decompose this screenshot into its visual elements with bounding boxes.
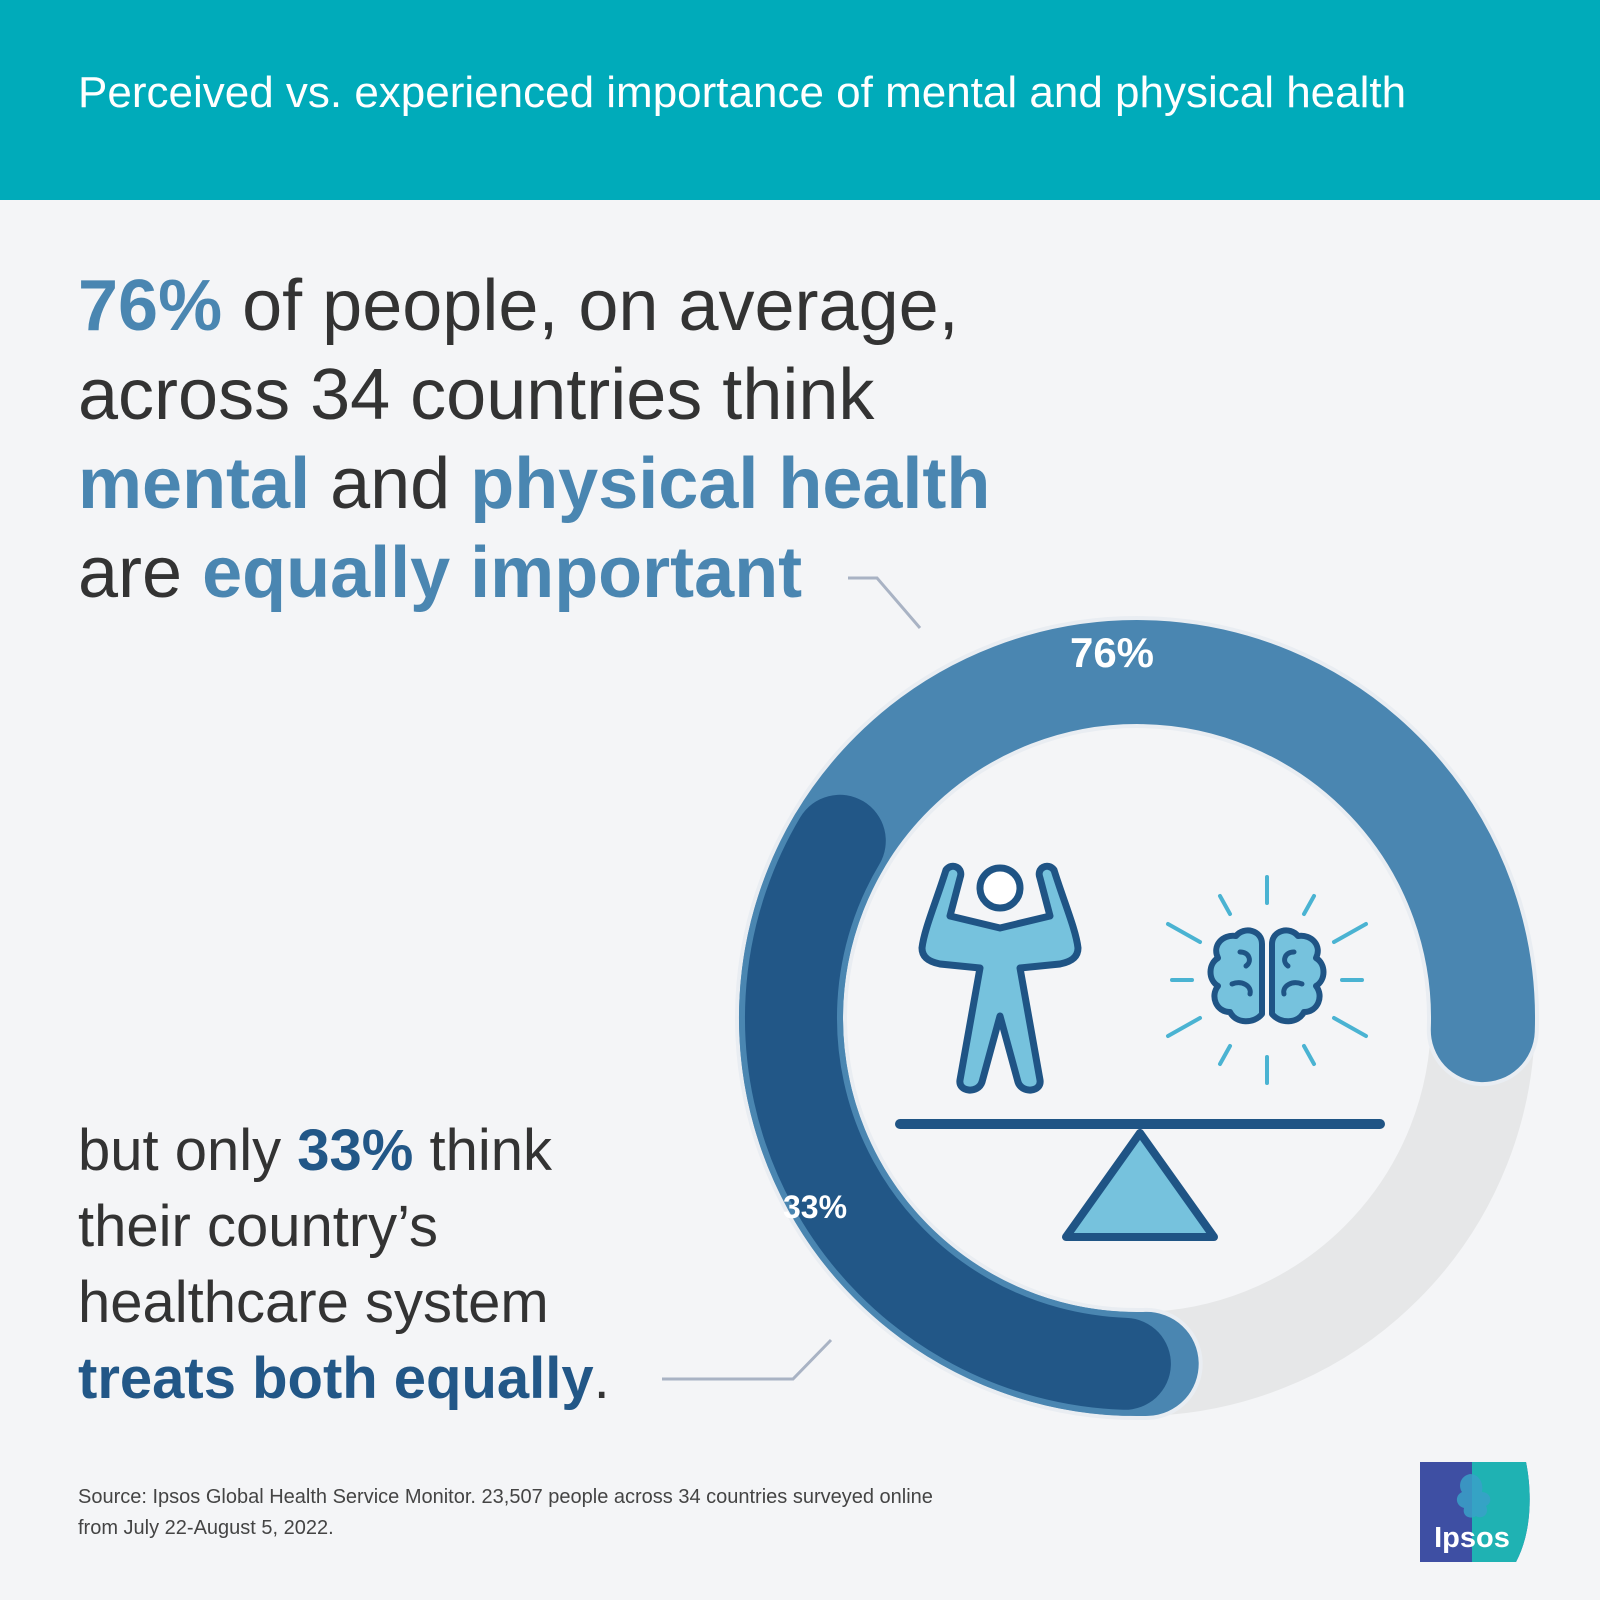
connector-line-33 bbox=[662, 1338, 833, 1381]
headline-line-1: 76% of people, on average, bbox=[78, 262, 990, 351]
ipsos-logo: Ipsos bbox=[1420, 1462, 1530, 1562]
headline-percent: 76% bbox=[78, 266, 223, 346]
headline-line-3: mental and physical health bbox=[78, 440, 990, 529]
subline-line-1: but only 33% think bbox=[78, 1113, 610, 1189]
headline-mental: mental bbox=[78, 444, 311, 524]
connector-line-76 bbox=[848, 576, 922, 629]
subline-text-2: think bbox=[413, 1118, 552, 1183]
subline-treats: treats both equally bbox=[78, 1346, 594, 1411]
subline-line-2: their country’s bbox=[78, 1194, 438, 1259]
balance-scale-icon bbox=[895, 1119, 1385, 1241]
header-banner: Perceived vs. experienced importance of … bbox=[0, 0, 1600, 200]
subline-percent: 33% bbox=[297, 1118, 414, 1183]
headline-equally: equally important bbox=[202, 533, 803, 613]
arc-33-percent bbox=[744, 794, 1171, 1410]
source-line-2: from July 22-August 5, 2022. bbox=[78, 1517, 334, 1539]
subline: but only 33% think their country’s healt… bbox=[78, 1113, 610, 1417]
data-label-33: 33% bbox=[783, 1189, 847, 1225]
headline-physical: physical health bbox=[470, 444, 991, 524]
subline-line-3: healthcare system bbox=[78, 1270, 549, 1335]
strong-person-icon bbox=[918, 862, 1082, 1094]
subline-text-1: but only bbox=[78, 1118, 298, 1183]
headline-and: and bbox=[310, 444, 471, 524]
headline-line-2: across 34 countries think bbox=[78, 355, 875, 435]
headline-line-4: are equally important bbox=[78, 529, 990, 618]
source-note: Source: Ipsos Global Health Service Moni… bbox=[78, 1482, 933, 1544]
headline-are: are bbox=[78, 533, 203, 613]
headline: 76% of people, on average, across 34 cou… bbox=[78, 262, 990, 618]
subline-line-4: treats both equally. bbox=[78, 1341, 610, 1417]
page-title: Perceived vs. experienced importance of … bbox=[78, 68, 1407, 117]
headline-text-1: of people, on average, bbox=[222, 266, 959, 346]
source-line-1: Source: Ipsos Global Health Service Moni… bbox=[78, 1486, 933, 1508]
subline-period: . bbox=[593, 1346, 610, 1411]
brain-icon bbox=[1166, 875, 1368, 1085]
logo-text: Ipsos bbox=[1434, 1522, 1510, 1554]
data-label-76: 76% bbox=[1070, 629, 1154, 676]
